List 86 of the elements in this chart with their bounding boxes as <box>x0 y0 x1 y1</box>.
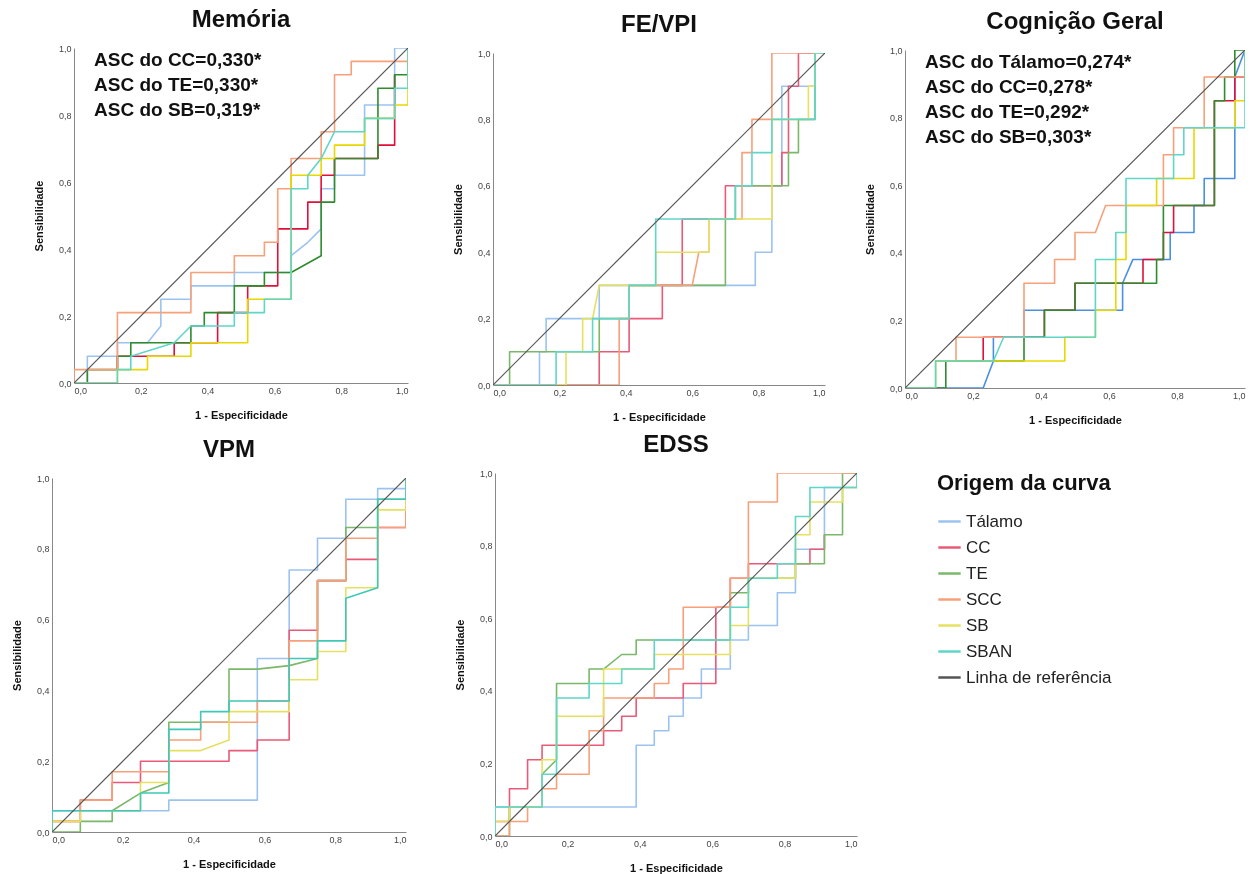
y-tick-label: 0,8 <box>36 544 50 555</box>
x-tick-label: 0,8 <box>1171 390 1184 401</box>
x-tick-label: 0,8 <box>329 834 342 845</box>
y-tick-label: 0,0 <box>58 378 72 389</box>
y-tick-label: 0,6 <box>889 180 903 191</box>
x-tick-label: 0,2 <box>561 838 575 849</box>
chart-title: EDSS <box>643 430 709 457</box>
x-tick-label: 0,4 <box>1035 390 1048 401</box>
x-tick-label: 1,0 <box>812 387 826 398</box>
y-tick-label: 0,2 <box>889 315 903 326</box>
y-tick-label: 0,4 <box>58 244 72 255</box>
x-tick-label: 0,0 <box>74 385 88 396</box>
x-tick-label: 0,8 <box>335 385 348 396</box>
legend-label: SCC <box>966 589 1002 609</box>
x-tick-label: 0,2 <box>553 387 567 398</box>
y-tick-label: 0,8 <box>477 114 491 125</box>
y-tick-label: 0,2 <box>479 758 493 769</box>
x-axis-title: 1 - Especificidade <box>1029 413 1122 426</box>
x-tick-label: 0,6 <box>686 387 699 398</box>
y-tick-label: 0,8 <box>889 113 903 124</box>
x-tick-label: 0,2 <box>135 385 148 396</box>
annotation: ASC do CC=0,278* <box>925 76 1093 97</box>
x-tick-label: 0,4 <box>620 387 633 398</box>
y-axis-title: Sensibilidade <box>451 184 464 255</box>
legend-label: Tálamo <box>966 511 1023 531</box>
annotation: ASC do TE=0,330* <box>94 74 259 95</box>
y-axis-title: Sensibilidade <box>10 620 23 691</box>
legend-label: Linha de referência <box>966 667 1113 687</box>
y-tick-label: 0,4 <box>479 686 493 697</box>
x-tick-label: 0,4 <box>634 838 647 849</box>
x-tick-label: 0,6 <box>258 834 272 845</box>
x-tick-label: 0,0 <box>493 387 507 398</box>
x-tick-label: 0,0 <box>495 838 509 849</box>
y-tick-label: 0,4 <box>889 248 903 259</box>
x-tick-label: 0,4 <box>187 834 201 845</box>
y-tick-label: 0,8 <box>479 541 493 552</box>
y-tick-label: 1,0 <box>889 45 903 56</box>
y-tick-label: 0,8 <box>58 110 72 121</box>
x-tick-label: 0,8 <box>778 838 792 849</box>
x-axis-title: 1 - Especificidade <box>183 857 276 870</box>
y-tick-label: 1,0 <box>477 48 491 59</box>
y-tick-label: 0,2 <box>36 756 50 767</box>
y-tick-label: 0,6 <box>36 615 50 626</box>
y-tick-label: 0,4 <box>477 247 491 258</box>
y-tick-label: 0,6 <box>479 613 493 624</box>
x-tick-label: 0,8 <box>752 387 766 398</box>
x-axis-title: 1 - Especificidade <box>630 861 723 874</box>
x-tick-label: 1,0 <box>395 385 409 396</box>
y-axis-title: Sensibilidade <box>863 184 876 255</box>
annotation: ASC do SB=0,303* <box>925 126 1092 147</box>
x-tick-label: 0,6 <box>268 385 282 396</box>
x-tick-label: 0,2 <box>117 834 130 845</box>
y-tick-label: 1,0 <box>36 473 50 484</box>
y-tick-label: 1,0 <box>479 468 493 479</box>
y-axis-title: Sensibilidade <box>453 619 466 691</box>
annotation: ASC do SB=0,319* <box>94 99 261 120</box>
x-tick-label: 0,2 <box>967 390 980 401</box>
x-tick-label: 0,6 <box>706 838 719 849</box>
y-tick-label: 0,2 <box>477 314 491 325</box>
x-tick-label: 0,4 <box>201 385 215 396</box>
annotation: ASC do Tálamo=0,274* <box>925 51 1133 72</box>
x-axis-title: 1 - Especificidade <box>195 408 288 421</box>
x-tick-label: 0,6 <box>1103 390 1116 401</box>
y-tick-label: 0,0 <box>36 827 50 838</box>
y-tick-label: 0,2 <box>58 311 72 322</box>
chart-title: VPM <box>202 435 256 462</box>
annotation: ASC do TE=0,292* <box>925 101 1090 122</box>
chart-title: FE/VPI <box>620 10 698 37</box>
x-axis-title: 1 - Especificidade <box>613 410 706 423</box>
y-tick-label: 0,6 <box>477 181 491 192</box>
annotation: ASC do CC=0,330* <box>94 49 262 70</box>
legend-title: Origem da curva <box>937 470 1112 495</box>
x-tick-label: 1,0 <box>393 834 407 845</box>
x-tick-label: 0,0 <box>905 390 919 401</box>
chart-title: Cognição Geral <box>986 7 1164 34</box>
legend-label: SBAN <box>966 641 1013 661</box>
legend-label: CC <box>966 537 991 557</box>
chart-title: Memória <box>191 5 291 32</box>
y-tick-label: 1,0 <box>58 43 72 54</box>
y-tick-label: 0,6 <box>58 177 72 188</box>
x-tick-label: 1,0 <box>1232 390 1246 401</box>
legend-label: TE <box>966 563 988 583</box>
x-tick-label: 1,0 <box>844 838 858 849</box>
y-axis-title: Sensibilidade <box>32 180 45 252</box>
y-tick-label: 0,4 <box>36 685 50 696</box>
legend-label: SB <box>966 615 989 635</box>
